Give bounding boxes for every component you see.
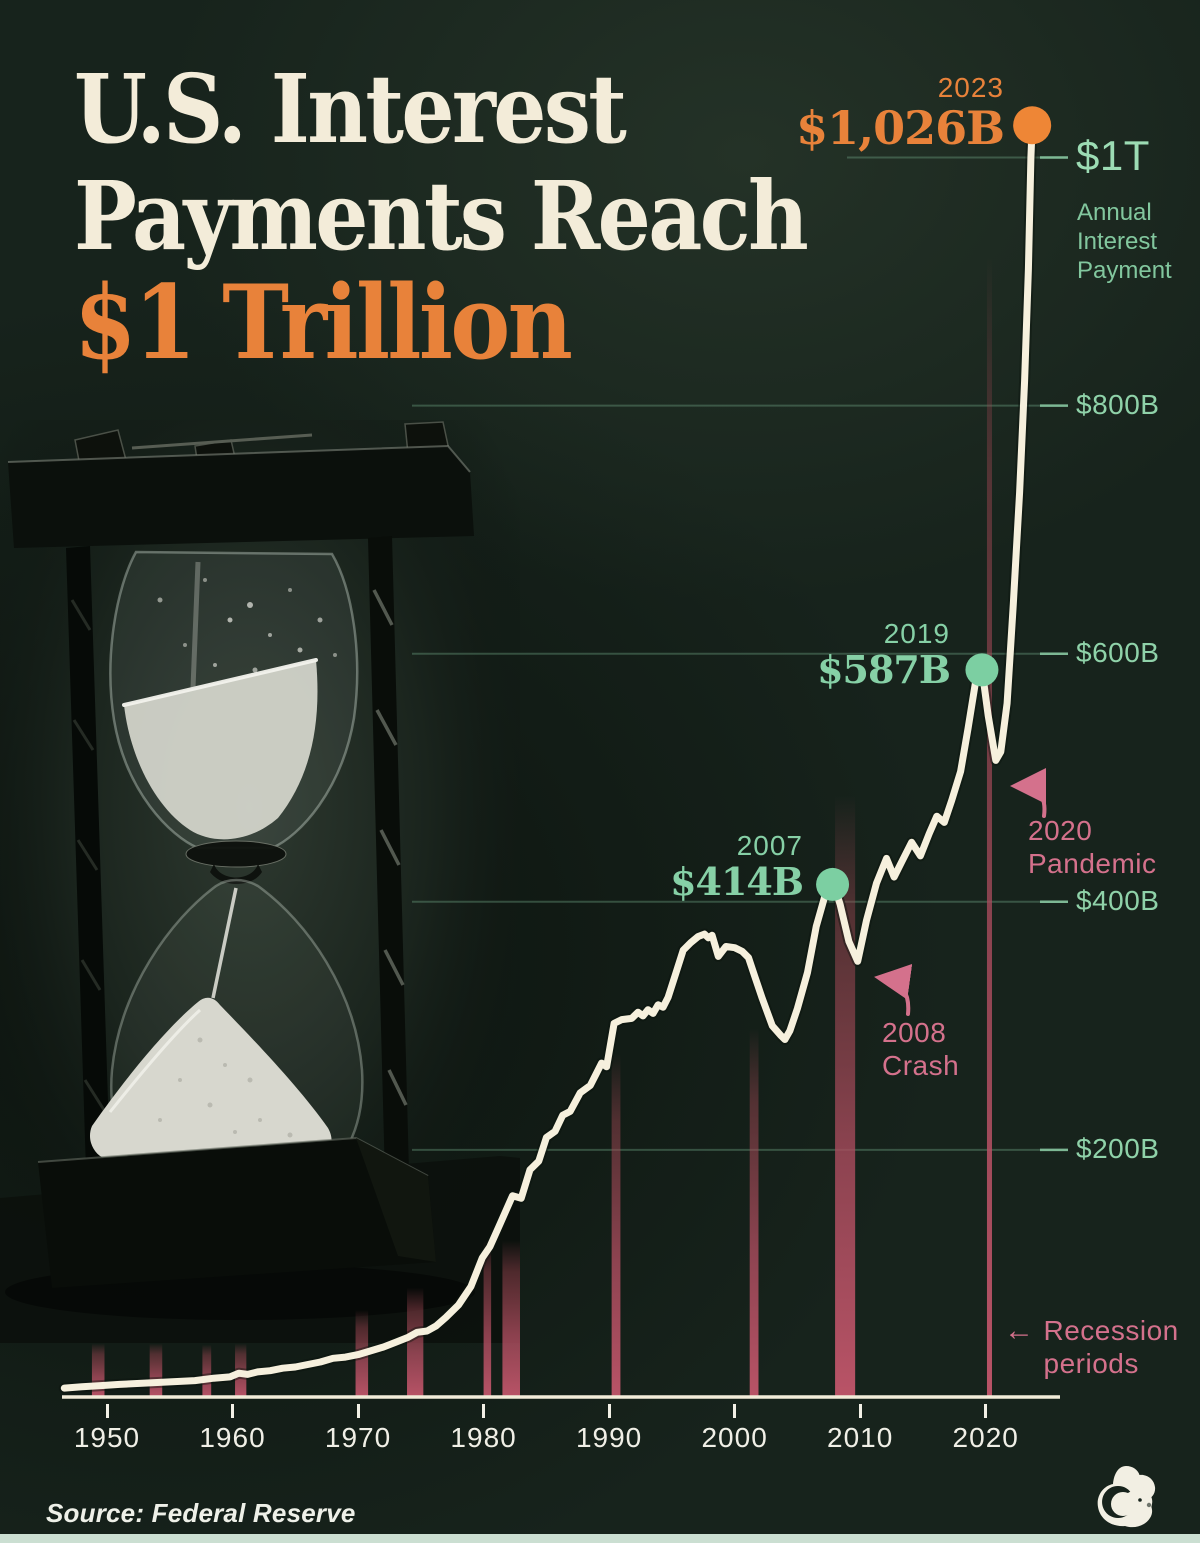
recession-bar-2 bbox=[202, 1344, 212, 1398]
crash-note: 2008 Crash bbox=[882, 1016, 959, 1082]
x-tick-1970 bbox=[356, 1404, 360, 1418]
neck-collar bbox=[185, 840, 287, 868]
x-tick-1960 bbox=[231, 1404, 235, 1418]
x-label-1960: 1960 bbox=[199, 1422, 266, 1453]
hourglass-photo bbox=[0, 420, 520, 1343]
callout-2019: 2019 $587B bbox=[817, 618, 951, 692]
x-tick-2000 bbox=[733, 1404, 737, 1418]
x-label-1980: 1980 bbox=[450, 1422, 517, 1453]
voronoi-app-logo bbox=[1097, 1466, 1156, 1528]
x-label-2020: 2020 bbox=[952, 1422, 1019, 1453]
callout-2007-year: 2007 bbox=[736, 830, 803, 861]
interest-payment-line bbox=[60, 121, 1036, 1392]
recession-legend-line-2: periods bbox=[1043, 1348, 1139, 1379]
lower-sand-mound bbox=[89, 997, 332, 1160]
recession-bar-7 bbox=[502, 1240, 520, 1398]
pandemic-note: 2020 Pandemic bbox=[1028, 814, 1157, 880]
data-dot-2023 bbox=[1013, 106, 1052, 145]
crash-note-line-1: 2008 bbox=[882, 1017, 947, 1048]
x-tick-1950 bbox=[105, 1404, 109, 1418]
title-accent: $1 Trillion bbox=[74, 263, 573, 383]
y-label-$600B: $600B bbox=[1076, 636, 1160, 668]
y-label-$400B: $400B bbox=[1076, 884, 1160, 916]
recession-bar-6 bbox=[483, 1240, 492, 1398]
callout-2019-value: $587B bbox=[817, 647, 951, 692]
recession-bar-11 bbox=[986, 255, 992, 1398]
pandemic-arrow bbox=[1010, 768, 1047, 818]
hourglass-columns bbox=[66, 536, 410, 1232]
y-axis-note: Annual Interest Payment bbox=[1077, 198, 1172, 285]
crash-arrow bbox=[874, 964, 913, 1016]
recession-bar-9 bbox=[749, 1028, 759, 1398]
callout-2007: 2007 $414B bbox=[670, 830, 804, 904]
callout-2023-year: 2023 bbox=[937, 72, 1004, 103]
y-note-line-1: Annual bbox=[1077, 199, 1152, 226]
x-label-2010: 2010 bbox=[827, 1422, 894, 1453]
recession-legend-line-1: Recession bbox=[1043, 1315, 1179, 1346]
bottom-accent-strip bbox=[0, 1534, 1200, 1543]
x-label-2000: 2000 bbox=[701, 1422, 768, 1453]
x-tick-2020 bbox=[984, 1404, 988, 1418]
recession-legend: ← Recession periods bbox=[1004, 1314, 1179, 1380]
callout-2019-year: 2019 bbox=[883, 618, 950, 649]
callout-2007-value: $414B bbox=[670, 859, 804, 904]
y-note-line-3: Payment bbox=[1077, 257, 1172, 284]
hourglass-top-cap bbox=[8, 446, 474, 548]
crash-note-line-2: Crash bbox=[882, 1050, 960, 1081]
x-label-1990: 1990 bbox=[575, 1422, 643, 1453]
hourglass-base bbox=[38, 1138, 436, 1288]
title-line-2: Payments Reach bbox=[74, 161, 809, 272]
data-dot-2019 bbox=[965, 653, 999, 687]
y-label-$200B: $200B bbox=[1076, 1132, 1160, 1164]
x-label-1950: 1950 bbox=[73, 1422, 141, 1453]
recession-bar-5 bbox=[407, 1287, 424, 1398]
x-tick-1990 bbox=[607, 1404, 611, 1418]
callout-2023: 2023 $1,026B bbox=[796, 72, 1005, 155]
x-tick-1980 bbox=[482, 1404, 486, 1418]
pandemic-note-line-1: 2020 bbox=[1028, 815, 1093, 846]
mound-texture bbox=[158, 1037, 293, 1138]
recession-bar-8 bbox=[611, 1053, 621, 1398]
left-arrow-icon: ← bbox=[1004, 1314, 1035, 1347]
sand-speckles bbox=[157, 578, 337, 673]
y-label-$1T: $1T bbox=[1076, 131, 1150, 179]
x-label-1970: 1970 bbox=[324, 1422, 392, 1453]
page-title: U.S. Interest Payments Reach $1 Trillion bbox=[74, 56, 906, 377]
y-label-$800B: $800B bbox=[1076, 388, 1160, 420]
pandemic-note-line-2: Pandemic bbox=[1028, 848, 1157, 879]
callout-2023-value: $1,026B bbox=[796, 101, 1005, 155]
y-note-line-2: Interest bbox=[1077, 228, 1158, 255]
source-credit: Source: Federal Reserve bbox=[46, 1498, 356, 1528]
upper-sand bbox=[124, 660, 318, 840]
data-dot-2007 bbox=[816, 867, 850, 901]
title-line-1: U.S. Interest bbox=[74, 54, 627, 165]
x-tick-2010 bbox=[858, 1404, 862, 1418]
